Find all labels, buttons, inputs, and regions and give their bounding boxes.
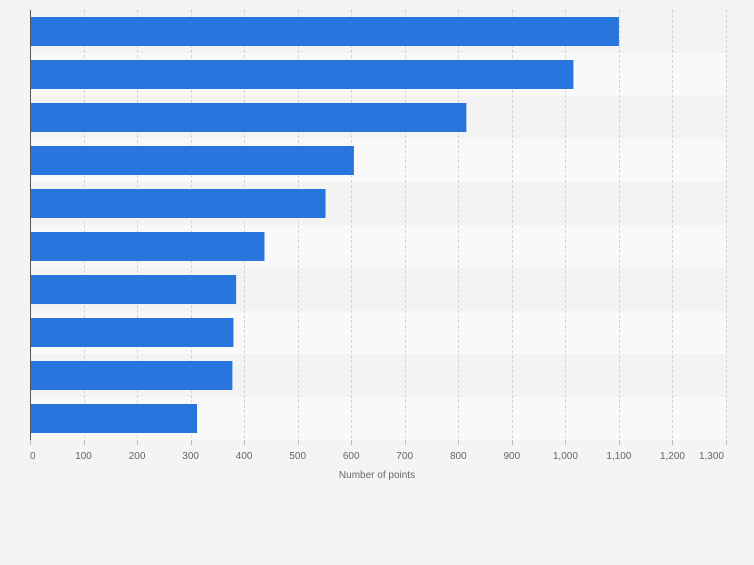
x-tick-label: 700 [396, 451, 413, 462]
x-tick-label: 0 [30, 451, 36, 462]
bar [30, 103, 467, 132]
bar [30, 17, 619, 46]
x-tick-label: 100 [75, 451, 92, 462]
bar [30, 275, 237, 304]
x-tick-label: 300 [182, 451, 199, 462]
bar [30, 232, 265, 261]
bar [30, 60, 574, 89]
x-tick-label: 1,200 [660, 451, 685, 462]
x-tick-label: 1,100 [606, 451, 631, 462]
x-tick-label: 1,300 [699, 451, 724, 462]
bar [30, 361, 233, 390]
x-tick-label: 800 [450, 451, 467, 462]
x-tick-label: 1,000 [553, 451, 578, 462]
x-tick-label: 200 [129, 451, 146, 462]
x-tick-label: 500 [289, 451, 306, 462]
x-axis-title: Number of points [339, 470, 415, 481]
x-tick-label: 600 [343, 451, 360, 462]
bar [30, 404, 198, 433]
x-tick-label: 900 [504, 451, 521, 462]
bar [30, 146, 354, 175]
x-tick-label: 400 [236, 451, 253, 462]
bar [30, 189, 326, 218]
bar [30, 318, 234, 347]
